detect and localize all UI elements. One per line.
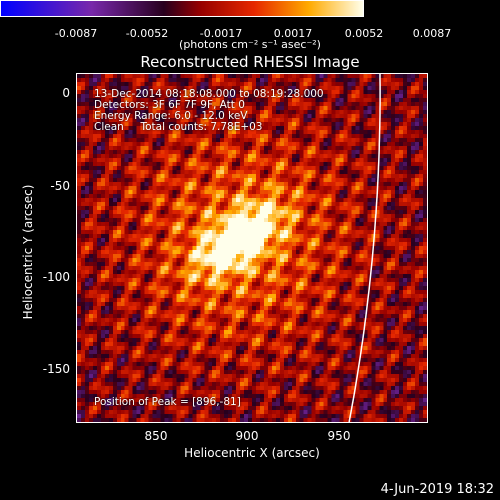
colorbar-tick-label: 0.0087 [412,27,452,40]
colorbar [0,0,364,17]
x-tick-label: 850 [144,429,168,443]
solar-limb [348,74,381,422]
energy-range-text: Energy Range: 6.0 - 12.0 keV [94,110,248,122]
colorbar-tick-label: 0.0017 [273,27,313,40]
x-tick-label: 900 [235,429,259,443]
footer-date: 4-Jun-2019 18:32 [380,482,494,497]
peak-position-text: Position of Peak = [896,-81] [94,396,241,408]
x-tick-label: 950 [327,429,351,443]
y-tick-label: -150 [42,362,70,376]
solar-limb-line [348,74,381,422]
detectors-text: Detectors: 3F 6F 7F 9F, Att 0 [94,99,245,111]
colorbar-tick-label: 0.0052 [344,27,384,40]
y-tick-label: -100 [42,270,70,284]
chart-title: Reconstructed RHESSI Image [140,53,360,71]
y-tick-label: 0 [62,86,70,100]
x-axis-label: Heliocentric X (arcsec) [184,446,320,460]
y-tick-label: -50 [50,179,70,193]
plot-area: 13-Dec-2014 08:18:08.000 to 08:19:28.000… [76,73,428,423]
y-axis-label: Heliocentric Y (arcsec) [21,184,35,320]
heatmap-image [77,74,427,422]
clean-counts-text: Clean Total counts: 7.78E+03 [94,121,263,133]
colorbar-tick-label: -0.0052 [125,27,169,40]
colorbar-units: (photons cm⁻² s⁻¹ asec⁻²) [179,38,321,51]
time-range-text: 13-Dec-2014 08:18:08.000 to 08:19:28.000 [94,88,324,100]
colorbar-tick-label: -0.0087 [54,27,98,40]
colorbar-tick-label: -0.0017 [199,27,243,40]
